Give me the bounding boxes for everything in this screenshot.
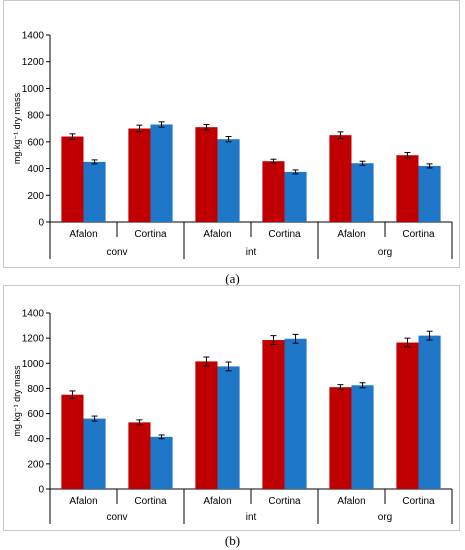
y-tick-label: 1400 [22,31,45,42]
x-tick-label: Cortina [268,229,301,240]
group-label: conv [106,512,127,523]
bar [329,135,352,222]
chart-a: mg.kg⁻¹ dry mass 0 200 400 600 800 1000 1200 140… [12,31,453,259]
y-axis-label: mg.kg⁻¹ dry mass [12,92,22,164]
bar [128,422,151,489]
x-tick-label: Cortina [134,496,167,507]
x-tick-label: Cortina [134,229,167,240]
y-tick-label: 0 [38,485,44,496]
caption-a: (a) [225,271,240,286]
group-label: int [246,512,257,523]
x-tick-label: Cortina [268,496,301,507]
bar [217,139,240,222]
y-tick-label: 1200 [22,57,45,68]
y-tick-label: 600 [27,409,44,420]
bar [262,340,285,489]
bar [329,387,352,489]
bar [61,136,84,222]
x-tick-label: Afalon [69,496,97,507]
x-tick-label: Afalon [69,229,97,240]
bar [195,361,218,489]
bar [195,127,218,222]
y-axis-label: mg.kg⁻¹ dry mass [12,365,22,437]
y-tick-label: 800 [27,111,44,122]
bar [284,338,307,489]
group-label: conv [106,247,127,258]
y-tick-label: 200 [27,459,44,470]
y-tick-label: 400 [27,434,44,445]
bar [418,165,441,222]
chart-panel-a: mg.kg⁻¹ dry mass 0 200 400 600 800 1000 1200 140… [3,0,460,268]
bar [284,171,307,222]
y-tick-label: 1000 [22,84,45,95]
bar [351,385,374,489]
bar [150,124,173,222]
bar [83,161,106,222]
y-tick-label: 400 [27,164,44,175]
bar [418,335,441,489]
x-tick-label: Cortina [402,229,435,240]
x-tick-label: Afalon [337,229,365,240]
x-tick-label: Afalon [203,496,231,507]
group-label: int [246,247,257,258]
caption-b: (b) [224,533,241,548]
bar [83,418,106,489]
y-tick-label: 1400 [22,309,45,320]
chart-b: mg.kg⁻¹ dry mass 0 200 400 600 800 1000 1200 140… [12,309,453,524]
chart-panel-b: mg.kg⁻¹ dry mass 0 200 400 600 800 1000 1200 140… [3,285,460,531]
x-tick-label: Cortina [402,496,435,507]
y-tick-label: 1200 [22,334,45,345]
x-tick-label: Afalon [203,229,231,240]
group-label: org [378,512,392,523]
bar [150,436,173,489]
bar [217,366,240,489]
y-tick-label: 0 [38,218,44,229]
y-tick-label: 600 [27,137,44,148]
bar [128,128,151,222]
bar [262,161,285,222]
x-tick-label: Afalon [337,496,365,507]
y-tick-label: 200 [27,191,44,202]
y-tick-label: 800 [27,384,44,395]
y-tick-label: 1000 [22,359,45,370]
bar [61,394,84,489]
bar [396,342,419,489]
bar [351,163,374,222]
group-label: org [378,247,392,258]
bar [396,155,419,222]
